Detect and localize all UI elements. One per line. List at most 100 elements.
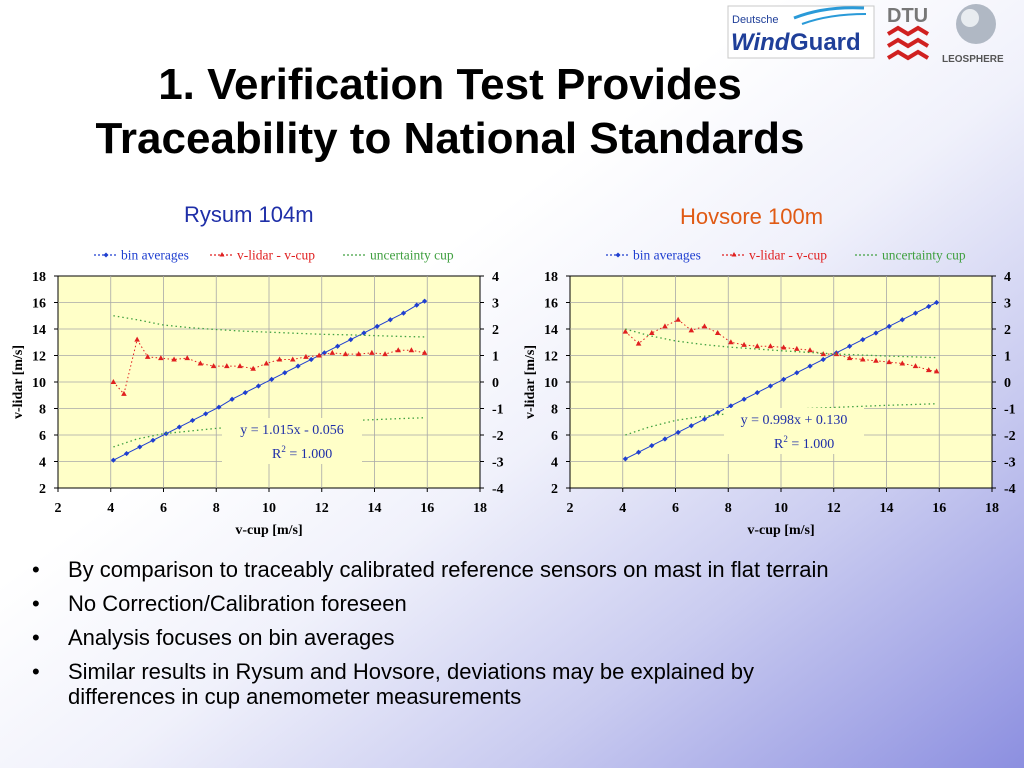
y-tick-label: 18 bbox=[544, 270, 558, 285]
data-point bbox=[648, 329, 655, 335]
data-point bbox=[912, 363, 919, 369]
data-point bbox=[807, 347, 813, 353]
data-point bbox=[422, 298, 428, 304]
r2-superscript: 2 bbox=[281, 444, 286, 454]
y-tick-label: 18 bbox=[32, 270, 46, 285]
logo-group: Deutsche Wind Guard DTU LEOSPHERE bbox=[727, 4, 1004, 65]
y2-tick-label: -4 bbox=[1004, 482, 1016, 497]
dtu-logo: DTU bbox=[886, 5, 930, 61]
y2-tick-label: -2 bbox=[1004, 429, 1016, 444]
data-point bbox=[303, 353, 309, 359]
x-tick-label: 14 bbox=[880, 501, 894, 516]
bullet-item: No Correction/Calibration foreseen bbox=[28, 591, 848, 616]
data-point bbox=[121, 390, 127, 396]
x-axis-label: v-cup [m/s] bbox=[235, 523, 302, 538]
r2-value: = 1.000 bbox=[788, 437, 834, 452]
chart-legend: bin averages v-lidar - v-cup uncertainty c… bbox=[606, 248, 966, 263]
data-point bbox=[224, 363, 230, 369]
regression-equation: y = 0.998x + 0.130 bbox=[741, 413, 848, 428]
y2-tick-label: 3 bbox=[492, 297, 499, 312]
y2-tick-label: 2 bbox=[1004, 323, 1011, 338]
title-line-2: Traceability to National Standards bbox=[95, 114, 805, 163]
y2-tick-label: 4 bbox=[492, 270, 499, 285]
chart-title-hovsore: Hovsore 100m bbox=[680, 204, 824, 229]
data-point bbox=[820, 351, 826, 357]
leosphere-logo: LEOSPHERE bbox=[942, 4, 1004, 65]
data-point bbox=[767, 383, 774, 389]
data-point bbox=[886, 323, 892, 329]
data-point bbox=[675, 316, 681, 322]
legend-marker bbox=[219, 252, 225, 257]
dtu-text: DTU bbox=[887, 5, 928, 27]
y2-tick-label: 0 bbox=[492, 376, 499, 391]
data-point bbox=[408, 347, 415, 353]
data-point bbox=[794, 370, 800, 376]
data-point bbox=[833, 351, 840, 357]
regression-r2: R2 = 1.000 bbox=[272, 444, 332, 462]
data-point bbox=[203, 411, 209, 417]
legend-label: uncertainty cup bbox=[882, 248, 966, 263]
data-point bbox=[701, 323, 708, 329]
r2-value: = 1.000 bbox=[286, 447, 332, 462]
data-point bbox=[899, 317, 905, 323]
x-tick-label: 2 bbox=[567, 501, 574, 516]
x-tick-label: 18 bbox=[473, 501, 487, 516]
data-point bbox=[237, 363, 243, 369]
data-point bbox=[635, 340, 642, 346]
y-tick-label: 6 bbox=[39, 429, 46, 444]
data-point bbox=[933, 368, 940, 374]
data-point bbox=[688, 327, 695, 333]
data-point bbox=[355, 351, 362, 357]
y2-tick-label: -1 bbox=[1004, 403, 1016, 418]
series-line bbox=[625, 328, 937, 359]
data-point bbox=[873, 357, 879, 363]
windguard-guard-text: Guard bbox=[790, 29, 861, 56]
data-point bbox=[794, 345, 800, 351]
slide-title: 1. Verification Test Provides Traceabili… bbox=[0, 58, 900, 166]
y2-tick-label: 4 bbox=[1004, 270, 1011, 285]
y-axis-label: v-lidar [m/s] bbox=[523, 345, 538, 419]
data-point bbox=[925, 367, 932, 373]
data-point bbox=[276, 356, 283, 362]
legend-label: uncertainty cup bbox=[370, 248, 454, 263]
legend-marker bbox=[615, 252, 621, 258]
regression-annotation: y = 0.998x + 0.130 R2 = 1.000 bbox=[724, 408, 864, 454]
x-tick-label: 8 bbox=[213, 501, 220, 516]
data-point bbox=[873, 330, 879, 336]
regression-annotation: y = 1.015x - 0.056 R2 = 1.000 bbox=[222, 418, 362, 464]
data-point bbox=[860, 337, 866, 343]
y-tick-label: 8 bbox=[551, 403, 558, 418]
legend-label: bin averages bbox=[633, 248, 701, 263]
y2-tick-label: -3 bbox=[492, 456, 504, 471]
data-point bbox=[820, 356, 826, 363]
title-line-1: 1. Verification Test Provides bbox=[158, 60, 742, 109]
y-tick-label: 4 bbox=[39, 456, 46, 471]
y-tick-label: 6 bbox=[551, 429, 558, 444]
data-point bbox=[781, 376, 787, 382]
y-tick-label: 10 bbox=[32, 376, 46, 391]
data-point bbox=[329, 349, 336, 355]
data-point bbox=[144, 353, 151, 359]
y-tick-label: 4 bbox=[551, 456, 558, 471]
regression-equation: y = 1.015x - 0.056 bbox=[240, 423, 344, 438]
leosphere-text: LEOSPHERE bbox=[942, 54, 1004, 65]
y-tick-label: 8 bbox=[39, 403, 46, 418]
x-tick-label: 10 bbox=[774, 501, 788, 516]
data-point bbox=[807, 363, 813, 369]
data-point bbox=[134, 336, 140, 342]
x-axis-label: v-cup [m/s] bbox=[747, 523, 814, 538]
data-point bbox=[395, 347, 402, 353]
series-v-lidar-v-cup bbox=[110, 336, 428, 396]
data-point bbox=[150, 437, 156, 443]
y2-tick-label: 1 bbox=[1004, 350, 1011, 365]
data-point bbox=[846, 343, 853, 349]
data-point bbox=[263, 360, 270, 366]
x-tick-label: 12 bbox=[315, 501, 329, 516]
series-v-lidar-v-cup bbox=[622, 316, 940, 374]
y2-tick-label: -1 bbox=[492, 403, 504, 418]
y-axis-label: v-lidar [m/s] bbox=[11, 345, 26, 419]
data-point bbox=[216, 404, 222, 410]
y-tick-label: 16 bbox=[544, 297, 558, 312]
y2-tick-label: 2 bbox=[492, 323, 499, 338]
series-uncertainty-cup bbox=[625, 328, 937, 359]
